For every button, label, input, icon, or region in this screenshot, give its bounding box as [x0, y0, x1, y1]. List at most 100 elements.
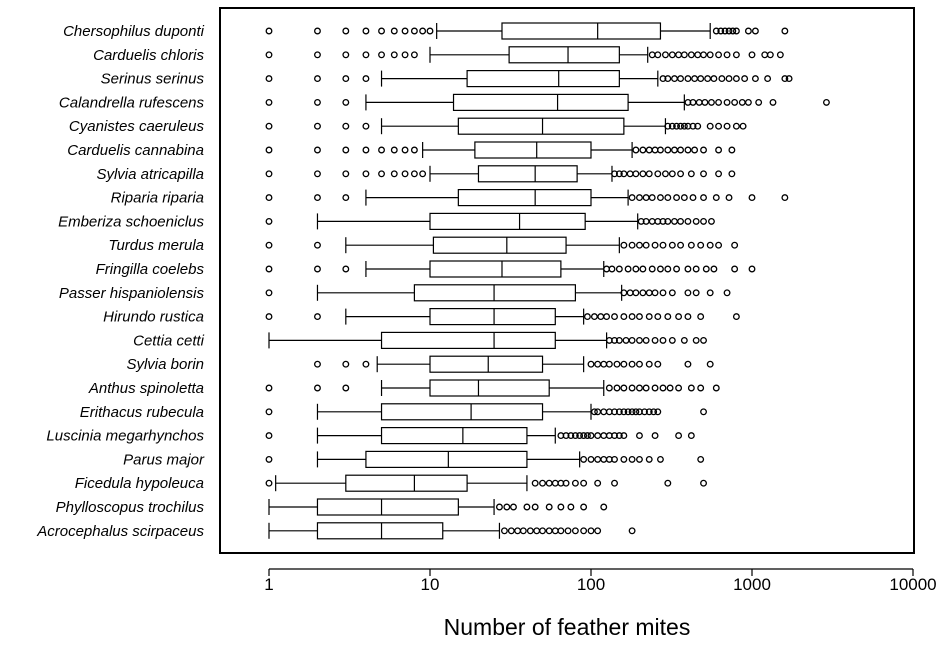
- outlier-point: [583, 432, 591, 440]
- outlier-point: [362, 51, 370, 59]
- outlier-point: [664, 122, 672, 130]
- outlier-point: [668, 289, 676, 297]
- outlier-point: [611, 408, 618, 416]
- outlier-point: [620, 432, 628, 440]
- outlier-point: [700, 170, 707, 178]
- outlier-point: [611, 432, 618, 440]
- box: [457, 189, 592, 207]
- box: [316, 498, 459, 516]
- box-group: [265, 93, 830, 112]
- outlier-point: [692, 217, 700, 225]
- outlier-point: [531, 503, 539, 511]
- outlier-point: [656, 194, 664, 202]
- outlier-point: [539, 527, 546, 535]
- outlier-point: [684, 313, 692, 321]
- outlier-point: [410, 146, 418, 154]
- outlier-point: [611, 455, 618, 463]
- outlier-point: [265, 313, 273, 321]
- outlier-point: [265, 265, 273, 273]
- outlier-point: [645, 170, 653, 178]
- outlier-point: [551, 527, 559, 535]
- outlier-point: [507, 527, 515, 535]
- outlier-point: [342, 265, 350, 273]
- outlier-point: [637, 217, 645, 225]
- outlier-point: [668, 51, 676, 59]
- outlier-point: [557, 503, 565, 511]
- category-labels: Chersophilus duponti Carduelis chloris Ser…: [36, 23, 205, 540]
- outlier-point: [597, 313, 605, 321]
- outlier-point: [648, 265, 656, 273]
- outlier-point: [626, 170, 634, 178]
- outlier-point: [645, 455, 653, 463]
- outlier-point: [645, 146, 653, 154]
- outlier-point: [636, 384, 643, 392]
- box: [365, 450, 528, 468]
- category-label: Hirundo rustica: [103, 309, 204, 326]
- outlier-point: [523, 503, 531, 511]
- outlier-point: [689, 194, 697, 202]
- outlier-point: [687, 432, 695, 440]
- outlier-point: [744, 27, 752, 35]
- outlier-point: [641, 408, 648, 416]
- outlier-point: [700, 479, 707, 487]
- box-group: [265, 474, 707, 492]
- outlier-point: [654, 170, 662, 178]
- outlier-point: [342, 384, 350, 392]
- outlier-point: [495, 503, 503, 511]
- outlier-point: [639, 289, 647, 297]
- outlier-point: [659, 217, 667, 225]
- outlier-point: [620, 289, 628, 297]
- outlier-point: [620, 455, 628, 463]
- outlier-point: [390, 51, 398, 59]
- outlier-point: [744, 98, 752, 106]
- outlier-point: [567, 503, 575, 511]
- outlier-point: [781, 194, 789, 202]
- outlier-point: [265, 241, 273, 249]
- category-label: Riparia riparia: [111, 190, 204, 207]
- box: [380, 403, 544, 421]
- outlier-point: [613, 360, 621, 368]
- box: [413, 284, 576, 302]
- outlier-point: [642, 336, 650, 344]
- outlier-point: [741, 75, 749, 83]
- outlier-point: [700, 336, 707, 344]
- outlier-point: [645, 289, 653, 297]
- outlier-point: [362, 27, 370, 35]
- outlier-point: [615, 265, 623, 273]
- outlier-point: [687, 51, 695, 59]
- outlier-point: [751, 75, 759, 83]
- outlier-point: [632, 265, 640, 273]
- outlier-point: [611, 313, 618, 321]
- outlier-point: [659, 241, 667, 249]
- outlier-point: [700, 408, 707, 416]
- outlier-point: [659, 336, 667, 344]
- outlier-point: [314, 384, 321, 392]
- outlier-point: [594, 479, 602, 487]
- outlier-point: [362, 360, 370, 368]
- box-group: [265, 427, 695, 445]
- box: [380, 427, 528, 445]
- outlier-point: [700, 194, 707, 202]
- outlier-point: [766, 51, 774, 59]
- box-group: [265, 403, 707, 421]
- outlier-point: [613, 384, 621, 392]
- outlier-point: [673, 194, 681, 202]
- outlier-point: [642, 194, 650, 202]
- outlier-point: [680, 336, 688, 344]
- outlier-point: [611, 336, 618, 344]
- outlier-point: [342, 27, 350, 35]
- outlier-point: [314, 265, 321, 273]
- outlier-point: [695, 98, 703, 106]
- outlier-point: [654, 51, 662, 59]
- outlier-point: [717, 27, 725, 35]
- outlier-point: [648, 217, 656, 225]
- outlier-point: [704, 75, 712, 83]
- outlier-point: [664, 146, 672, 154]
- outlier-point: [680, 194, 688, 202]
- outlier-point: [651, 336, 659, 344]
- outlier-point: [600, 408, 608, 416]
- outlier-point: [503, 503, 511, 511]
- outlier-point: [526, 527, 534, 535]
- outlier-point: [677, 122, 685, 130]
